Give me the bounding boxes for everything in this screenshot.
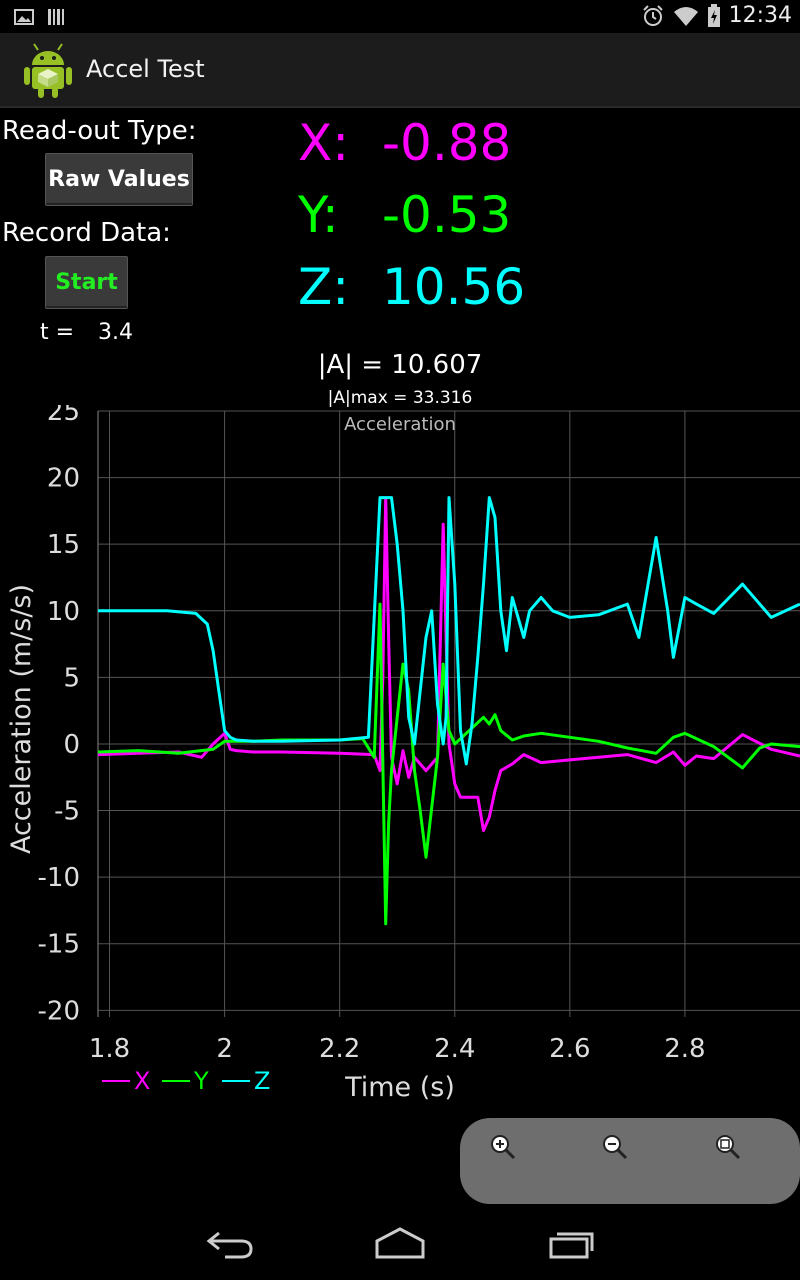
status-bar: 12:34 — [0, 0, 800, 33]
y-tick-label: -5 — [54, 797, 80, 827]
y-tick-label: 5 — [63, 663, 80, 693]
x-tick-label: 2.6 — [549, 1034, 590, 1064]
z-axis-label: Z: — [298, 258, 350, 316]
acceleration-magnitude: |A| = 10.607 — [317, 350, 483, 380]
x-tick-label: 1.8 — [89, 1034, 130, 1064]
y-axis-label: Y: — [298, 186, 339, 244]
y-tick-label: 10 — [47, 597, 80, 627]
x-axis-value: -0.88 — [382, 114, 512, 172]
time-label: t = — [40, 320, 75, 345]
y-tick-label: 15 — [47, 530, 80, 560]
zoom-controls — [460, 1118, 800, 1204]
acceleration-magnitude-max: |A|max = 33.316 — [327, 388, 473, 408]
x-tick-label: 2.2 — [319, 1034, 360, 1064]
y-tick-label: 20 — [47, 464, 80, 494]
readout-type-label: Read-out Type: — [2, 116, 197, 146]
y-tick-label: 25 — [47, 405, 80, 427]
android-app-icon — [24, 43, 72, 98]
recent-apps-icon[interactable] — [547, 1225, 597, 1261]
x-axis-title: Time (s) — [344, 1072, 455, 1103]
battery-icon — [707, 3, 720, 27]
y-tick-label: 0 — [63, 730, 80, 760]
alarm-icon — [642, 4, 663, 26]
wifi-icon — [673, 6, 698, 26]
x-axis-label: X: — [298, 114, 350, 172]
action-bar: Accel Test — [0, 33, 800, 108]
app-title: Accel Test — [86, 55, 205, 83]
time-value: 3.4 — [98, 320, 133, 345]
legend-label-y: Y — [193, 1067, 209, 1095]
zoom-in-icon[interactable] — [488, 1132, 518, 1162]
y-tick-label: -10 — [38, 863, 80, 893]
zoom-reset-icon[interactable] — [713, 1132, 743, 1162]
start-button[interactable]: Start — [45, 256, 128, 309]
navigation-bar — [0, 1205, 800, 1280]
series-line-z — [98, 496, 800, 766]
legend-label-z: Z — [254, 1067, 270, 1095]
x-tick-label: 2 — [216, 1034, 233, 1064]
x-tick-label: 2.4 — [434, 1034, 475, 1064]
series-line-y — [98, 602, 800, 926]
legend-label-x: X — [134, 1067, 150, 1095]
home-icon[interactable] — [373, 1225, 427, 1261]
barcode-notification-icon — [48, 9, 64, 25]
gallery-notification-icon — [14, 9, 34, 25]
x-tick-label: 2.8 — [664, 1034, 705, 1064]
record-data-label: Record Data: — [2, 218, 171, 248]
y-tick-label: -20 — [38, 996, 80, 1026]
series-group — [98, 496, 800, 926]
chart-title: Acceleration — [344, 414, 456, 435]
acceleration-chart[interactable]: -20 -15 -10 -5 0 5 10 15 20 25 1.8 2 2.2 2.4 2.6 2.8 Acc… — [0, 405, 800, 1115]
raw-values-button[interactable]: Raw Values — [45, 153, 193, 206]
series-line-x — [98, 496, 800, 832]
y-axis-value: -0.53 — [382, 186, 512, 244]
z-axis-value: 10.56 — [382, 258, 526, 316]
y-tick-label: -15 — [38, 930, 80, 960]
clock: 12:34 — [728, 3, 792, 28]
y-axis-title: Acceleration (m/s/s) — [6, 584, 37, 854]
zoom-out-icon[interactable] — [600, 1132, 630, 1162]
back-icon[interactable] — [205, 1225, 255, 1261]
